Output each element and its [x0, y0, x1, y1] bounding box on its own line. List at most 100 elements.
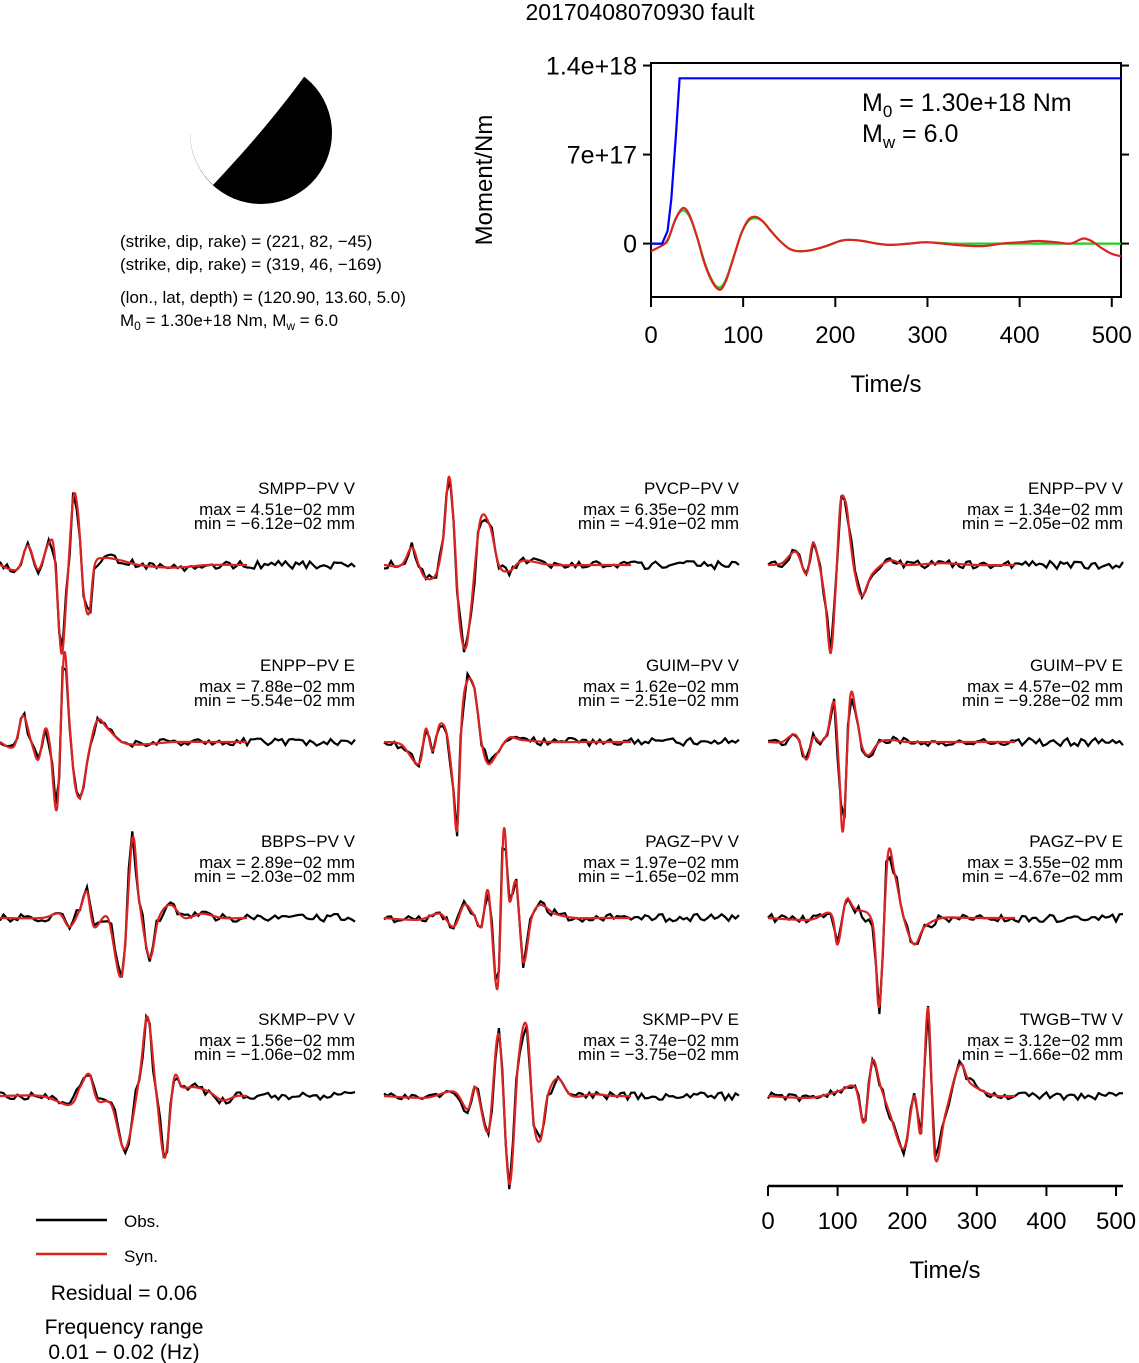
legend: Obs. Syn. Residual = 0.06 Frequency rang…	[36, 1212, 203, 1363]
synthetic-trace	[383, 1021, 632, 1186]
synthetic-trace	[383, 677, 632, 833]
time-axis-tick-label: 100	[818, 1208, 858, 1235]
synthetic-trace	[767, 1006, 1016, 1163]
figure-title: 20170408070930 fault	[526, 0, 756, 25]
station-max: max = 4.51e−02 mm	[199, 500, 355, 519]
station-min: min = −4.67e−02 mm	[962, 867, 1123, 886]
station-min: min = −4.91e−02 mm	[578, 514, 739, 533]
station-min: min = −2.51e−02 mm	[578, 691, 739, 710]
station-name: SKMP−PV V	[258, 1010, 356, 1029]
x-axis-label: Time/s	[850, 371, 921, 398]
synthetic-trace	[767, 494, 1016, 655]
series-rate-true-line	[650, 209, 1121, 289]
moment-magnitude-line: M0 = 1.30e+18 Nm, Mw = 6.0	[120, 311, 338, 333]
station-name: PAGZ−PV V	[645, 832, 739, 851]
station-max: max = 1.62e−02 mm	[583, 677, 739, 696]
obs-legend-label: Obs.	[124, 1212, 160, 1231]
syn-legend-label: Syn.	[124, 1247, 158, 1266]
series-rate-inv-line	[650, 206, 1122, 291]
station-min: min = −9.28e−02 mm	[962, 691, 1123, 710]
series-moment-line	[651, 77, 1121, 245]
station-min: min = −2.03e−02 mm	[194, 867, 355, 886]
station-name: PVCP−PV V	[644, 479, 740, 498]
time-axis-tick-label: 500	[1096, 1208, 1136, 1235]
y-tick-label: 7e+17	[567, 142, 637, 170]
synthetic-trace	[0, 492, 248, 655]
x-tick-label: 0	[644, 322, 657, 349]
station-max: max = 3.74e−02 mm	[583, 1031, 739, 1050]
synthetic-trace	[0, 835, 248, 979]
station-max: max = 4.57e−02 mm	[967, 677, 1123, 696]
nodal-plane-1: (strike, dip, rake) = (221, 82, −45)	[120, 232, 372, 251]
mechanism-text: (strike, dip, rake) = (221, 82, −45) (st…	[120, 232, 406, 333]
station-max: max = 1.34e−02 mm	[967, 500, 1123, 519]
observed-trace	[767, 698, 1124, 819]
moment-time-chart: Moment/Nm Time/s M0 = 1.30e+18 Nm Mw = 6…	[471, 53, 1132, 398]
station-min: min = −2.05e−02 mm	[962, 514, 1123, 533]
synthetic-trace	[0, 650, 248, 812]
residual-text: Residual = 0.06	[51, 1282, 198, 1305]
x-tick-label: 500	[1092, 322, 1132, 349]
x-tick-label: 200	[815, 322, 855, 349]
observed-trace	[383, 847, 740, 981]
synthetic-trace	[0, 1015, 248, 1159]
station-min: min = −1.65e−02 mm	[578, 867, 739, 886]
time-axis-tick-label: 300	[957, 1208, 997, 1235]
station-max: max = 2.89e−02 mm	[199, 853, 355, 872]
synthetic-trace	[383, 475, 632, 650]
station-min: min = −6.12e−02 mm	[194, 514, 355, 533]
station-name: ENPP−PV V	[1028, 479, 1124, 498]
location-depth: (lon., lat, depth) = (120.90, 13.60, 5.0…	[120, 288, 406, 307]
station-name: GUIM−PV E	[1030, 656, 1123, 675]
nodal-plane-2: (strike, dip, rake) = (319, 46, −169)	[120, 255, 382, 274]
waveform-time-axis: Time/s 0 100 200 300 400 500	[761, 1184, 1136, 1284]
station-max: max = 7.88e−02 mm	[199, 677, 355, 696]
x-tick-label: 100	[723, 322, 763, 349]
x-tick-label: 400	[1000, 322, 1040, 349]
y-tick-label: 0	[623, 231, 637, 259]
synthetic-trace	[383, 827, 632, 990]
station-min: min = −5.54e−02 mm	[194, 691, 355, 710]
waveform-x-axis-label: Time/s	[909, 1257, 980, 1284]
station-name: SMPP−PV V	[258, 479, 356, 498]
station-name: BBPS−PV V	[261, 832, 356, 851]
station-min: min = −1.66e−02 mm	[962, 1045, 1123, 1064]
time-axis-tick-label: 200	[887, 1208, 927, 1235]
time-axis-tick-label: 400	[1026, 1208, 1066, 1235]
station-max: max = 3.55e−02 mm	[967, 853, 1123, 872]
mw-annotation: Mw = 6.0	[862, 120, 958, 152]
y-axis-label: Moment/Nm	[471, 115, 498, 246]
y-tick-label: 1.4e+18	[546, 53, 637, 81]
station-max: max = 1.56e−02 mm	[199, 1031, 355, 1050]
m0-annotation: M0 = 1.30e+18 Nm	[862, 89, 1072, 121]
frequency-range-value: 0.01 − 0.02 (Hz)	[48, 1341, 199, 1363]
station-name: ENPP−PV E	[260, 656, 355, 675]
synthetic-trace	[767, 690, 1016, 833]
time-axis-tick-label: 0	[761, 1208, 774, 1235]
station-name: TWGB−TW V	[1020, 1010, 1124, 1029]
station-max: max = 3.12e−02 mm	[967, 1031, 1123, 1050]
x-tick-label: 300	[907, 322, 947, 349]
station-max: max = 6.35e−02 mm	[583, 500, 739, 519]
station-min: min = −3.75e−02 mm	[578, 1045, 739, 1064]
station-name: SKMP−PV E	[642, 1010, 739, 1029]
station-name: PAGZ−PV E	[1029, 832, 1123, 851]
beachball-icon	[189, 50, 332, 204]
synthetic-trace	[767, 847, 1016, 1008]
station-name: GUIM−PV V	[646, 656, 740, 675]
station-min: min = −1.06e−02 mm	[194, 1045, 355, 1064]
plot-frame	[650, 62, 1122, 298]
